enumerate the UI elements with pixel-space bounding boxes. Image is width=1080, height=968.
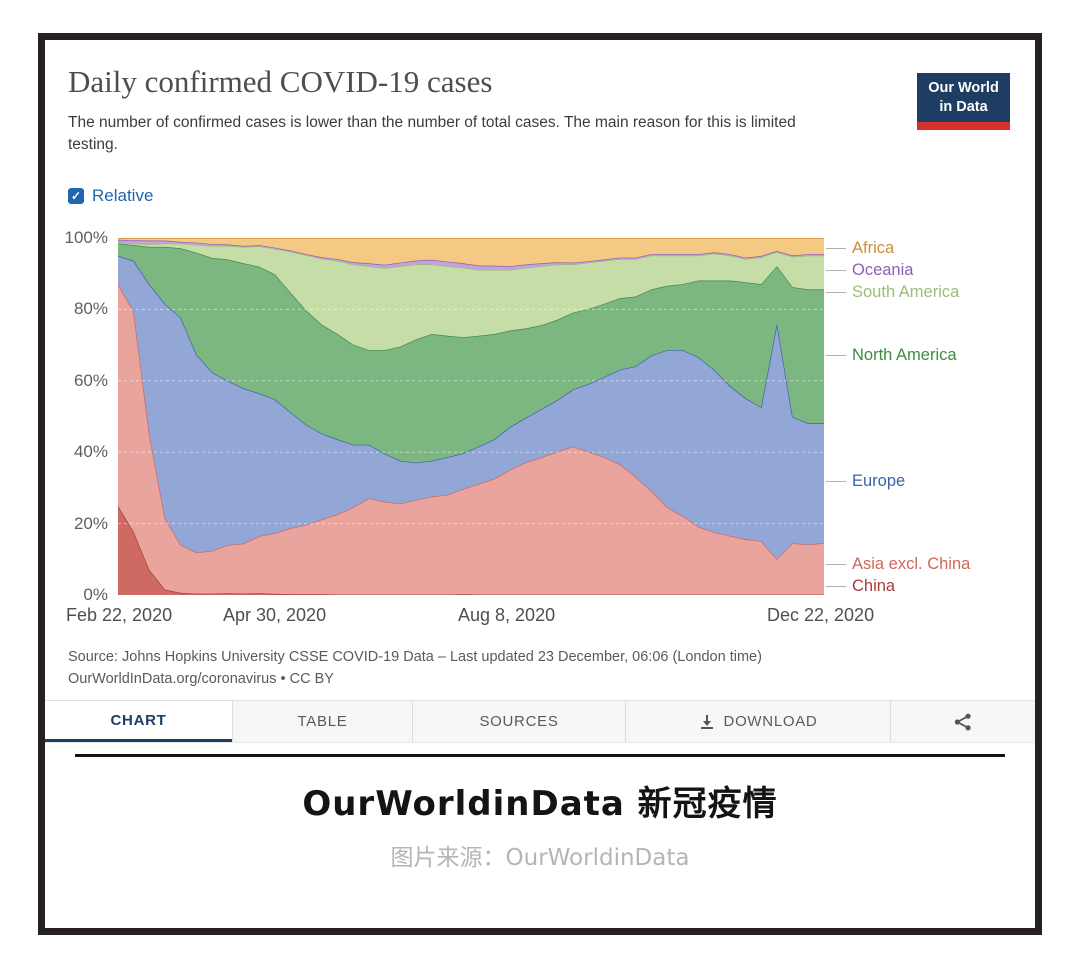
area-south-america — [118, 242, 824, 351]
legend-connector-line — [826, 586, 846, 587]
legend-connector-line — [826, 248, 846, 249]
legend-item-oceania[interactable]: Oceania — [826, 261, 913, 280]
legend-item-africa[interactable]: Africa — [826, 239, 894, 258]
tab-share[interactable] — [890, 701, 1035, 742]
legend-connector-line — [826, 270, 846, 271]
tab-bar: CHART TABLE SOURCES DOWNLOAD — [45, 700, 1035, 743]
legend-connector-line — [826, 564, 846, 565]
relative-label: Relative — [92, 186, 154, 205]
x-tick: Dec 22, 2020 — [767, 605, 875, 625]
tab-chart[interactable]: CHART — [45, 701, 232, 742]
stacked-area-chart[interactable] — [118, 238, 824, 595]
page-title: Daily confirmed COVID-19 cases — [68, 64, 493, 99]
legend-label: Oceania — [852, 261, 914, 279]
y-tick: 80% — [73, 299, 108, 318]
legend-connector-line — [826, 355, 846, 356]
source-line-1: Source: Johns Hopkins University CSSE CO… — [68, 649, 762, 665]
tab-label: CHART — [110, 711, 167, 729]
source-note: Source: Johns Hopkins University CSSE CO… — [68, 646, 762, 691]
y-tick: 40% — [73, 442, 108, 461]
legend-label: China — [852, 577, 896, 595]
legend-label: Europe — [852, 472, 906, 490]
download-icon — [699, 714, 715, 730]
share-icon — [954, 713, 972, 731]
caption-title: OurWorldinData 新冠疫情 — [302, 784, 778, 824]
y-tick: 100% — [64, 228, 108, 247]
tab-table[interactable]: TABLE — [232, 701, 412, 742]
legend-item-china[interactable]: China — [826, 577, 895, 596]
owid-logo[interactable]: Our World in Data — [917, 73, 1010, 130]
area-asia-excl-china — [118, 284, 824, 595]
source-line-2: OurWorldInData.org/coronavirus • CC BY — [68, 671, 334, 688]
legend-item-europe[interactable]: Europe — [826, 472, 905, 491]
x-tick: Apr 30, 2020 — [223, 605, 327, 625]
chart-subtitle: The number of confirmed cases is lower t… — [68, 114, 796, 154]
image-frame: Daily confirmed COVID-19 cases The numbe… — [38, 33, 1042, 935]
owid-logo-accent-bar — [917, 121, 1010, 130]
caption-credit: 图片来源：OurWorldinData — [390, 845, 690, 871]
x-tick: Aug 8, 2020 — [458, 605, 556, 625]
y-tick: 0% — [83, 585, 108, 604]
legend-label: South America — [852, 283, 960, 301]
tab-label: SOURCES — [479, 713, 559, 730]
legend-connector-line — [826, 481, 846, 482]
plot-area[interactable] — [118, 238, 824, 595]
area-africa — [118, 238, 824, 267]
tab-label: DOWNLOAD — [723, 713, 818, 730]
tab-label: TABLE — [297, 713, 348, 730]
legend-label: Asia excl. China — [852, 555, 971, 573]
legend-connector-line — [826, 292, 846, 293]
legend-label: Africa — [852, 239, 895, 257]
relative-checkbox[interactable]: ✓ — [68, 188, 84, 204]
y-tick: 20% — [73, 514, 108, 533]
legend-item-south-america[interactable]: South America — [826, 283, 959, 302]
y-tick: 60% — [73, 371, 108, 390]
tab-sources[interactable]: SOURCES — [412, 701, 625, 742]
owid-logo-text: Our World in Data — [917, 73, 1010, 122]
legend-label: North America — [852, 346, 957, 364]
tab-download[interactable]: DOWNLOAD — [625, 701, 890, 742]
legend-item-asia-excl-china[interactable]: Asia excl. China — [826, 555, 970, 574]
area-north-america — [118, 243, 824, 463]
area-europe — [118, 255, 824, 559]
caption-divider — [75, 754, 1005, 757]
x-tick: Feb 22, 2020 — [66, 605, 173, 625]
legend-item-north-america[interactable]: North America — [826, 346, 957, 365]
relative-toggle[interactable]: ✓ Relative — [68, 186, 153, 206]
